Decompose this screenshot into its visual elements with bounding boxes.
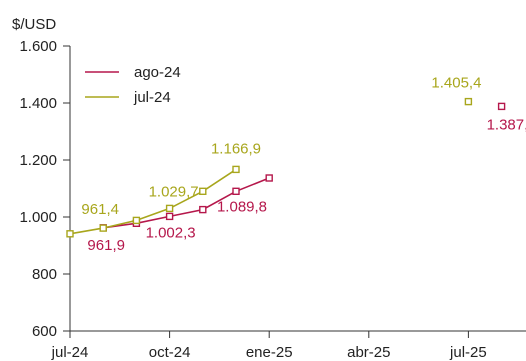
legend: ago-24 jul-24	[85, 64, 181, 106]
data-label-ago-24: 1.002,3	[146, 224, 196, 241]
data-point-jul-24	[232, 165, 240, 174]
x-tick-label: abr-25	[347, 344, 390, 361]
x-tick-label: ene-25	[246, 344, 293, 361]
x-tick-label: jul-25	[449, 344, 487, 361]
data-point-jul-24	[165, 204, 174, 213]
y-tick-label: 600	[32, 323, 57, 340]
y-tick-label: 800	[32, 266, 57, 283]
data-point-jul-24	[99, 224, 107, 232]
y-tick-label: 1.600	[19, 38, 57, 55]
y-tick-label: 1.000	[19, 209, 57, 226]
data-point-jul-24	[199, 187, 207, 196]
data-point-ago-24	[199, 205, 207, 214]
data-point-jul-24	[132, 216, 141, 225]
data-label-jul-24: 1.029,7	[149, 183, 199, 200]
data-point-ago-24	[232, 187, 240, 196]
data-labels-layer: 961,4 1.029,7 1.166,9 1.405,4 961,9 1.002,3 1.…	[81, 75, 526, 254]
series-line-ago-24	[103, 177, 270, 229]
data-point-jul-24	[66, 230, 74, 238]
x-tick-label: jul-24	[51, 344, 89, 361]
series-line-jul-24	[69, 168, 237, 235]
x-axis-ticks: jul-24 oct-24 ene-25 abr-25 jul-25	[51, 331, 487, 361]
data-label-ago-24: 1.089,8	[217, 198, 267, 215]
data-label-ago-24: 1.387,9	[487, 116, 526, 133]
data-point-ago-24	[165, 212, 174, 221]
data-point-jul-24	[464, 97, 473, 106]
y-tick-label: 1.400	[19, 95, 57, 112]
legend-label-jul-24: jul-24	[133, 89, 171, 106]
data-point-ago-24	[497, 102, 506, 111]
x-tick-label: oct-24	[149, 344, 191, 361]
y-tick-label: 1.200	[19, 152, 57, 169]
data-label-ago-24: 961,9	[87, 237, 125, 254]
y-axis-unit-label: $/USD	[12, 16, 56, 33]
data-label-jul-24: 961,4	[81, 201, 119, 218]
y-axis-ticks: 600 800 1.000 1.200 1.400 1.600	[19, 38, 70, 340]
data-label-jul-24: 1.166,9	[211, 140, 261, 157]
series-layer	[66, 97, 506, 238]
data-point-ago-24	[265, 174, 273, 182]
data-label-jul-24: 1.405,4	[431, 75, 481, 92]
legend-label-ago-24: ago-24	[134, 64, 181, 81]
